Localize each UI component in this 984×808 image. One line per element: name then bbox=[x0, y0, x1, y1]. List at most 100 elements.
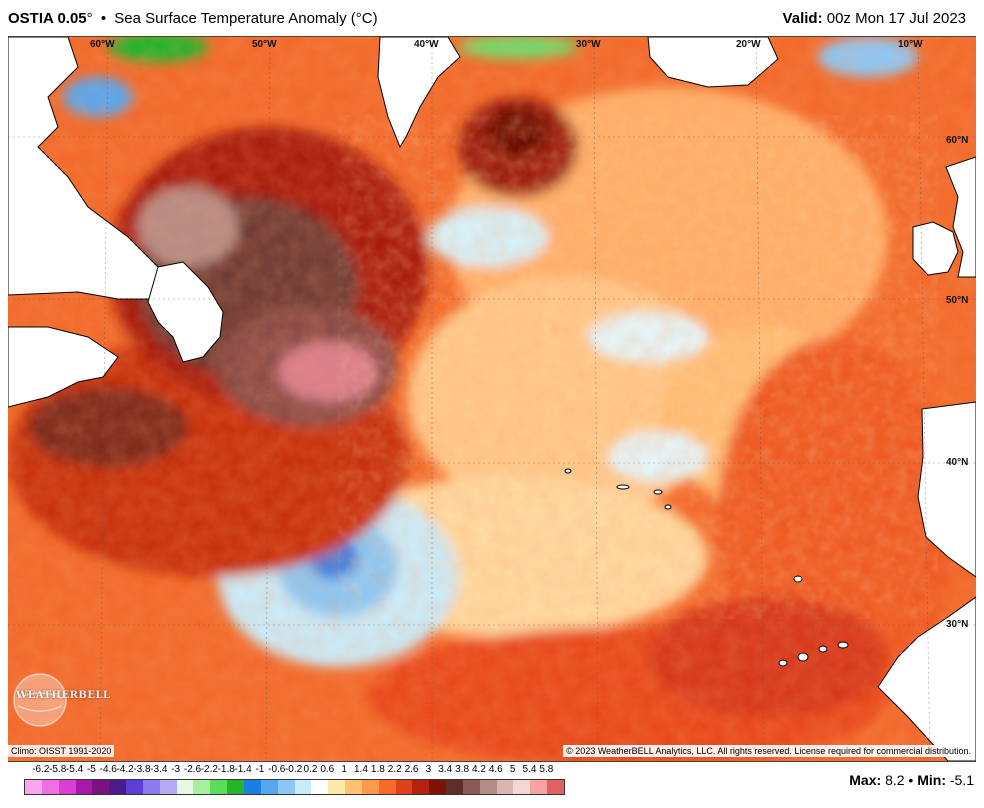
legend-tick-label: 5.4 bbox=[522, 764, 537, 775]
title-bar: OSTIA 0.05° • Sea Surface Temperature An… bbox=[0, 0, 984, 36]
color-legend: -6.2 -5.8 -5.4 -5 -4.6 -4.2 -3.8 -3.4 -3 -2.6 -2.2… bbox=[8, 764, 708, 804]
lon-label-10w: 10°W bbox=[898, 39, 923, 50]
legend-ticks: -6.2 -5.8 -5.4 -5 -4.6 -4.2 -3.8 -3.4 -3 -2.6 -2.2… bbox=[8, 764, 708, 778]
valid-value: 00z Mon 17 Jul 2023 bbox=[826, 10, 966, 27]
legend-swatch bbox=[412, 780, 430, 794]
valid-time: Valid: 00z Mon 17 Jul 2023 bbox=[783, 10, 966, 27]
newfoundland bbox=[147, 261, 224, 363]
min-value: -5.1 bbox=[949, 772, 974, 788]
max-label: Max: bbox=[849, 772, 882, 788]
legend-tick-label: -2.2 bbox=[200, 764, 218, 775]
logo-text: WEATHERBELL bbox=[16, 690, 111, 701]
map-canvas bbox=[8, 37, 976, 761]
ireland bbox=[912, 221, 959, 276]
legend-swatch bbox=[126, 780, 143, 794]
valid-label: Valid: bbox=[782, 10, 823, 27]
legend-swatch bbox=[294, 780, 312, 794]
legend-swatch bbox=[378, 780, 396, 794]
map-subtitle: Sea Surface Temperature Anomaly (°C) bbox=[114, 10, 378, 27]
legend-tick-label: -4.6 bbox=[99, 764, 117, 775]
legend-swatch bbox=[176, 780, 194, 794]
islands bbox=[564, 468, 849, 667]
lon-label-50w: 50°W bbox=[252, 39, 277, 50]
sst-anomaly-map: 60°W 50°W 40°W 30°W 20°W 10°W 60°N 50°N … bbox=[8, 36, 976, 762]
greenland bbox=[377, 37, 461, 149]
legend-tick-label: 3.4 bbox=[438, 764, 453, 775]
legend-swatch bbox=[311, 780, 329, 794]
legend-swatch bbox=[496, 780, 514, 794]
legend-tick-label: 4.6 bbox=[488, 764, 503, 775]
product-name: OSTIA 0.05 bbox=[8, 10, 87, 27]
legend-tick-label: 0.2 bbox=[303, 764, 318, 775]
legend-swatch bbox=[260, 780, 278, 794]
max-value: 8.2 bbox=[885, 772, 905, 788]
legend-swatch bbox=[462, 780, 480, 794]
legend-swatch bbox=[25, 780, 42, 794]
legend-tick-label: -1.4 bbox=[234, 764, 252, 775]
legend-tick-label: -0.2 bbox=[284, 764, 303, 775]
legend-swatch bbox=[395, 780, 413, 794]
legend-tick-label: 0.6 bbox=[320, 764, 335, 775]
legend-tick-label: -2.6 bbox=[183, 764, 202, 775]
maxmin-bullet: • bbox=[908, 772, 914, 788]
legend-swatch bbox=[547, 780, 564, 794]
legend-swatch bbox=[479, 780, 497, 794]
graticule bbox=[8, 37, 976, 761]
max-min-readout: Max: 8.2 • Min: -5.1 bbox=[849, 772, 974, 788]
legend-tick-label: 5.8 bbox=[539, 764, 554, 775]
legend-tick-label: 2.6 bbox=[404, 764, 419, 775]
iceland bbox=[647, 37, 779, 88]
legend-swatch bbox=[243, 780, 261, 794]
legend-swatch bbox=[513, 780, 531, 794]
legend-tick-label: 1 bbox=[341, 764, 347, 775]
climatology-note: Climo: OISST 1991-2020 bbox=[8, 745, 115, 757]
legend-tick-label: 1.4 bbox=[354, 764, 368, 775]
lon-label-40w: 40°W bbox=[414, 39, 439, 50]
logo-globe-icon bbox=[13, 673, 67, 727]
legend-tick-label: -6.2 bbox=[32, 764, 50, 775]
lat-label-30n: 30°N bbox=[946, 619, 969, 630]
legend-swatch bbox=[277, 780, 295, 794]
legend-tick-label: -5 bbox=[86, 764, 96, 775]
legend-tick-label: 3 bbox=[425, 764, 432, 775]
legend-tick-label: -3.8 bbox=[133, 764, 151, 775]
legend-tick-label: 1.8 bbox=[370, 764, 385, 775]
legend-swatch bbox=[446, 780, 463, 794]
legend-swatch bbox=[210, 780, 228, 794]
legend-color-bar bbox=[24, 779, 565, 795]
lon-label-60w: 60°W bbox=[90, 39, 115, 50]
legend-swatch bbox=[530, 780, 548, 794]
title-bullet: • bbox=[100, 10, 107, 27]
legend-swatch bbox=[345, 780, 362, 794]
legend-tick-label: -5.8 bbox=[49, 764, 67, 775]
legend-swatch bbox=[328, 780, 346, 794]
weatherbell-logo: WEATHERBELL bbox=[10, 660, 110, 740]
lon-label-30w: 30°W bbox=[576, 39, 601, 50]
great-britain bbox=[945, 156, 976, 278]
north-africa bbox=[877, 596, 976, 761]
lat-label-50n: 50°N bbox=[946, 295, 969, 306]
legend-swatch bbox=[429, 780, 447, 794]
maritimes bbox=[8, 326, 119, 408]
legend-swatch bbox=[41, 780, 59, 794]
min-label: Min: bbox=[917, 772, 946, 788]
land-masses bbox=[8, 37, 976, 761]
legend-tick-label: 5 bbox=[509, 764, 516, 775]
legend-tick-label: 4.2 bbox=[471, 764, 486, 775]
legend-swatch bbox=[193, 780, 211, 794]
lat-label-60n: 60°N bbox=[946, 135, 969, 146]
legend-swatch bbox=[109, 780, 127, 794]
labrador bbox=[8, 37, 169, 300]
legend-tick-label: -4.2 bbox=[116, 764, 134, 775]
legend-swatch bbox=[75, 780, 93, 794]
lon-label-20w: 20°W bbox=[736, 39, 761, 50]
legend-tick-label: -1.8 bbox=[217, 764, 235, 775]
legend-tick-label: 2.2 bbox=[387, 764, 402, 775]
legend-tick-label: -3.4 bbox=[150, 764, 168, 775]
legend-swatch bbox=[92, 780, 110, 794]
legend-tick-label: -3 bbox=[171, 764, 181, 775]
legend-swatch bbox=[58, 780, 76, 794]
legend-tick-label: -1 bbox=[255, 764, 265, 775]
map-title: OSTIA 0.05° • Sea Surface Temperature An… bbox=[8, 10, 378, 27]
legend-swatch bbox=[142, 780, 160, 794]
